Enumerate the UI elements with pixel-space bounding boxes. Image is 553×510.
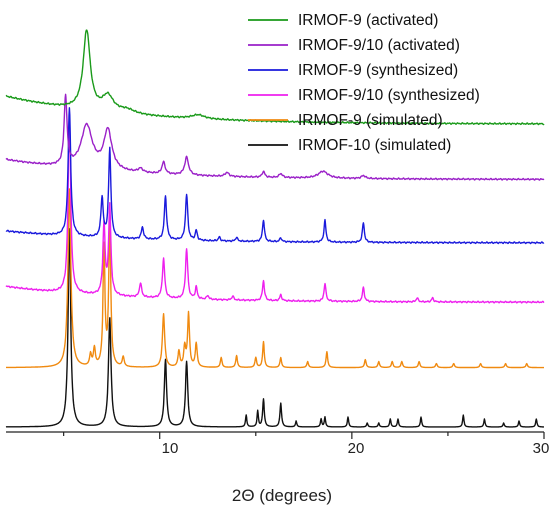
series-line-5	[5, 29, 545, 126]
series-line-0	[5, 228, 545, 428]
series-line-4	[5, 93, 545, 181]
legend: IRMOF-9 (activated) IRMOF-9/10 (activate…	[248, 12, 480, 154]
series-line-3	[5, 107, 545, 245]
legend-label-5: IRMOF-10 (simulated)	[298, 137, 451, 154]
legend-label-3: IRMOF-9/10 (synthesized)	[298, 87, 480, 104]
legend-label-0: IRMOF-9 (activated)	[298, 12, 438, 29]
legend-label-2: IRMOF-9 (synthesized)	[298, 62, 458, 79]
x-tick-label-10: 10	[162, 440, 179, 457]
series-line-2	[5, 113, 545, 304]
series-layer	[5, 29, 545, 428]
legend-label-4: IRMOF-9 (simulated)	[298, 112, 443, 129]
x-tick-label-20: 20	[348, 440, 365, 457]
x-ticks	[63, 432, 545, 439]
x-tick-label-30: 30	[533, 440, 550, 457]
x-axis-title: 2Θ (degrees)	[232, 486, 332, 505]
series-line-1	[5, 188, 545, 369]
legend-label-1: IRMOF-9/10 (activated)	[298, 37, 460, 54]
